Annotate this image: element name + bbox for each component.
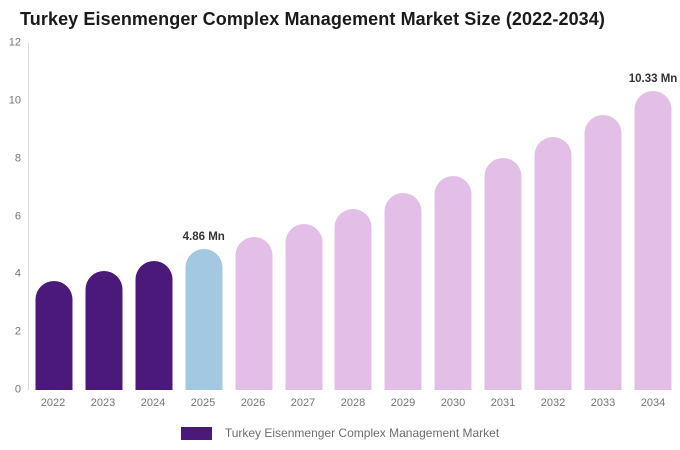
bar-slot-2029 bbox=[378, 43, 428, 390]
legend-swatch-icon bbox=[180, 426, 212, 440]
bar-2026[interactable] bbox=[235, 237, 273, 390]
legend-item[interactable]: Turkey Eisenmenger Complex Management Ma… bbox=[0, 426, 680, 440]
bar-slot-2031 bbox=[478, 43, 528, 390]
bar-2030[interactable] bbox=[434, 176, 472, 390]
x-axis-label-2024: 2024 bbox=[140, 397, 166, 409]
y-axis-label-6: 6 bbox=[14, 210, 21, 222]
x-axis-label-2033: 2033 bbox=[590, 397, 616, 409]
bar-2023[interactable] bbox=[85, 271, 123, 390]
bar-slot-2030 bbox=[428, 43, 478, 390]
bar-2027[interactable] bbox=[285, 223, 323, 390]
x-axis-label-2023: 2023 bbox=[90, 397, 116, 409]
x-axis-label-2029: 2029 bbox=[390, 397, 416, 409]
plot-area: 4.86 Mn 10.33 Mn bbox=[28, 43, 678, 390]
bar-2031[interactable] bbox=[484, 157, 522, 390]
y-axis-label-8: 8 bbox=[14, 152, 21, 165]
x-axis-label-2027: 2027 bbox=[290, 397, 316, 409]
x-axis-labels: 2022 2023 2024 2025 2026 2027 2028 2029 2030 2031… bbox=[28, 398, 678, 409]
bar-slot-2026 bbox=[229, 43, 279, 390]
chart-title: Turkey Eisenmenger Complex Management Ma… bbox=[20, 9, 605, 29]
legend-label: Turkey Eisenmenger Complex Management Ma… bbox=[224, 426, 500, 440]
bar-slot-2027 bbox=[279, 43, 329, 390]
bar-value-label-2034: 10.33 Mn bbox=[628, 72, 678, 85]
bar-2033[interactable] bbox=[584, 115, 622, 390]
bar-2025[interactable] bbox=[185, 249, 223, 390]
x-axis-label-2028: 2028 bbox=[340, 397, 366, 409]
y-axis-label-4: 4 bbox=[14, 267, 21, 280]
bar-2034[interactable] bbox=[634, 91, 672, 390]
x-axis-label-2022: 2022 bbox=[40, 397, 66, 409]
bar-slot-2024 bbox=[129, 43, 179, 390]
x-axis-label-2030: 2030 bbox=[440, 397, 466, 409]
bar-slot-2034: 10.33 Mn bbox=[628, 43, 678, 390]
bar-slot-2028 bbox=[329, 43, 379, 390]
y-axis-label-2: 2 bbox=[14, 325, 21, 338]
bar-slot-2023 bbox=[79, 43, 129, 390]
bar-2032[interactable] bbox=[534, 137, 572, 390]
bar-2028[interactable] bbox=[334, 209, 372, 390]
bar-slot-2025: 4.86 Mn bbox=[179, 43, 229, 390]
bar-slot-2022 bbox=[29, 43, 79, 390]
y-axis-label-12: 12 bbox=[8, 36, 21, 49]
x-axis-label-2025: 2025 bbox=[190, 397, 216, 409]
x-axis-label-2031: 2031 bbox=[490, 397, 516, 409]
bar-2022[interactable] bbox=[35, 280, 73, 390]
y-axis-label-0: 0 bbox=[14, 383, 21, 396]
bar-2024[interactable] bbox=[135, 260, 173, 390]
bars-row: 4.86 Mn 10.33 Mn bbox=[29, 43, 678, 390]
x-axis-label-2034: 2034 bbox=[640, 397, 666, 409]
y-axis: 0 2 4 6 8 10 12 bbox=[0, 37, 24, 395]
x-axis-label-2026: 2026 bbox=[240, 397, 266, 409]
bar-slot-2032 bbox=[528, 43, 578, 390]
x-axis-label-2032: 2032 bbox=[540, 397, 566, 409]
bar-value-label-2025: 4.86 Mn bbox=[182, 230, 225, 243]
bar-slot-2033 bbox=[578, 43, 628, 390]
bar-2029[interactable] bbox=[384, 193, 422, 390]
y-axis-label-10: 10 bbox=[8, 94, 21, 107]
